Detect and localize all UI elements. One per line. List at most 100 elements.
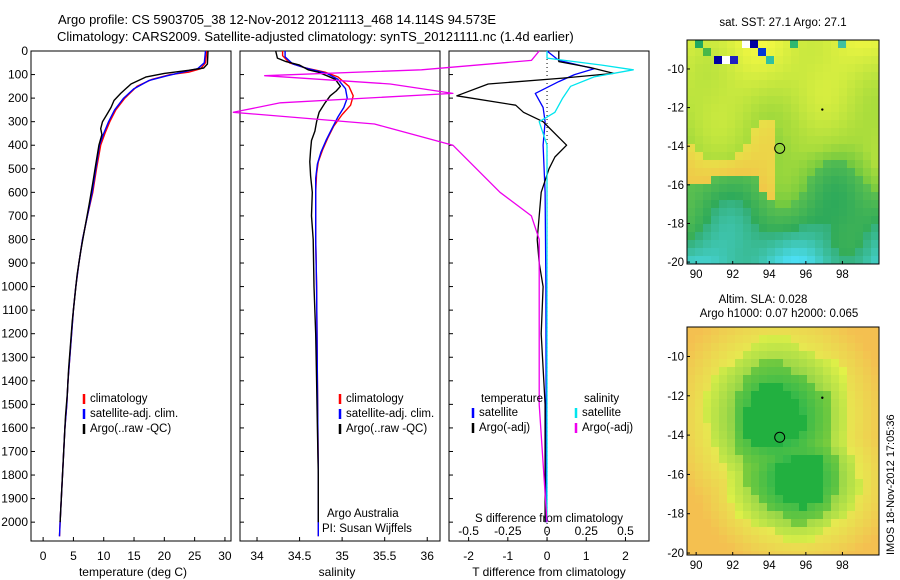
sst_map-cell [799, 40, 808, 49]
sst_map-cell [687, 200, 696, 209]
sst_map-cell [831, 56, 840, 65]
sst_map-cell [871, 184, 879, 193]
sla_map-cell [759, 495, 768, 504]
sst_map-cell [751, 208, 760, 217]
sla_map-cell [687, 511, 696, 520]
sla_map-cell [823, 511, 832, 520]
sla_map-cell [791, 327, 800, 336]
temperature-series-line [59, 50, 209, 523]
sla-map-panel: 90 92 94 96 98 -10 -12 -14 -16 -18 -20 Altim. SLA: … [667, 294, 880, 572]
sla_map-cell [719, 479, 728, 488]
sst_map-cell [735, 232, 744, 241]
sla_map-cell [783, 415, 792, 424]
sla_map-cell [815, 399, 824, 408]
sst_map-cell [775, 232, 784, 241]
sst_map-cell [695, 192, 704, 201]
sla_map-cell [863, 455, 872, 464]
sst_map-cell [727, 120, 736, 129]
sla_map-cell [855, 527, 864, 536]
sst_map-cell [783, 40, 792, 49]
sla_map-cell [855, 495, 864, 504]
sst_map-cell [695, 104, 704, 113]
sla_map-cell [799, 407, 808, 416]
sst_map-cell [775, 248, 784, 257]
sst_map-cell [823, 160, 832, 169]
sla_map-cell [767, 503, 776, 512]
sst_map-cell [839, 64, 848, 73]
sla_map-y-tick-label: -14 [667, 430, 684, 442]
sla_map-cell [759, 447, 768, 456]
sst_map-cell [791, 80, 800, 89]
sst_map-cell [847, 152, 856, 161]
sla_map-cell [767, 551, 776, 555]
sst_map-cell [687, 192, 696, 201]
sst_map-cell [799, 200, 808, 209]
sst_map-cell [831, 168, 840, 177]
sst_map-cell [767, 224, 776, 233]
sst_map-cell [719, 152, 728, 161]
sla_map-cell [711, 471, 720, 480]
sla_map-cell [743, 391, 752, 400]
sst_map-y-tick-label: -16 [667, 180, 684, 192]
sst_map-cell [735, 256, 744, 264]
sst_map-cell [695, 56, 704, 65]
sla_map-cell [855, 511, 864, 520]
sla_map-cell [711, 535, 720, 544]
sla_map-cell [855, 543, 864, 552]
sst_map-cell [727, 88, 736, 97]
sla_map-cell [863, 415, 872, 424]
sst_map-cell [831, 200, 840, 209]
sst_map-cell [695, 128, 704, 137]
sla_map-cell [759, 431, 768, 440]
sla_map-cell [863, 543, 872, 552]
sla_map-cell [823, 423, 832, 432]
sst-map-cloud-cell [695, 40, 703, 48]
sla_map-cell [807, 455, 816, 464]
sla_map-cell [799, 399, 808, 408]
sla_map-cell [847, 535, 856, 544]
sst_map-cell [855, 72, 864, 81]
sst_map-cell [783, 176, 792, 185]
sst_map-cell [799, 224, 808, 233]
sst_map-cell [855, 176, 864, 185]
temperature-axis-tick-label: 15 [127, 549, 141, 563]
sla_map-cell [703, 359, 712, 368]
sst_map-cell [751, 120, 760, 129]
sla_map-cell [783, 439, 792, 448]
sla_map-cell [791, 447, 800, 456]
sst_map-cell [783, 112, 792, 121]
sst_map-cell [855, 168, 864, 177]
sst_map-cell [791, 256, 800, 264]
sla_map-cell [799, 495, 808, 504]
difference-temperature-legend-entry: satellite [479, 407, 518, 419]
sst_map-cell [703, 64, 712, 73]
sst_map-cell [863, 248, 872, 257]
sla_map-cell [839, 471, 848, 480]
sst_map-cell [735, 216, 744, 225]
sla_map-cell [783, 359, 792, 368]
sst_map-cell [695, 160, 704, 169]
sla_map-cell [695, 527, 704, 536]
sla_map-cell [847, 479, 856, 488]
sla_map-cell [831, 455, 840, 464]
sst_map-cell [863, 72, 872, 81]
sla_map-cell [727, 511, 736, 520]
sst_map-cell [775, 176, 784, 185]
sst_map-cell [743, 64, 752, 73]
sst_map-argo-position-marker [774, 142, 786, 154]
sla_map-cell [807, 375, 816, 384]
sla_map-cell [743, 367, 752, 376]
sst_map-cell [735, 248, 744, 257]
sla_map-cell [751, 415, 760, 424]
sst_map-cell [815, 200, 824, 209]
sla_map-cell [711, 511, 720, 520]
sst_map-cell [735, 192, 744, 201]
sst_map-cell [847, 216, 856, 225]
sst_map-cell [815, 88, 824, 97]
sst_map-cell [703, 104, 712, 113]
sla_map-cell [783, 447, 792, 456]
sla_map-cell [791, 359, 800, 368]
sla_map-cell [823, 543, 832, 552]
sla_map-cell [823, 391, 832, 400]
sst_map-cell [711, 248, 720, 257]
